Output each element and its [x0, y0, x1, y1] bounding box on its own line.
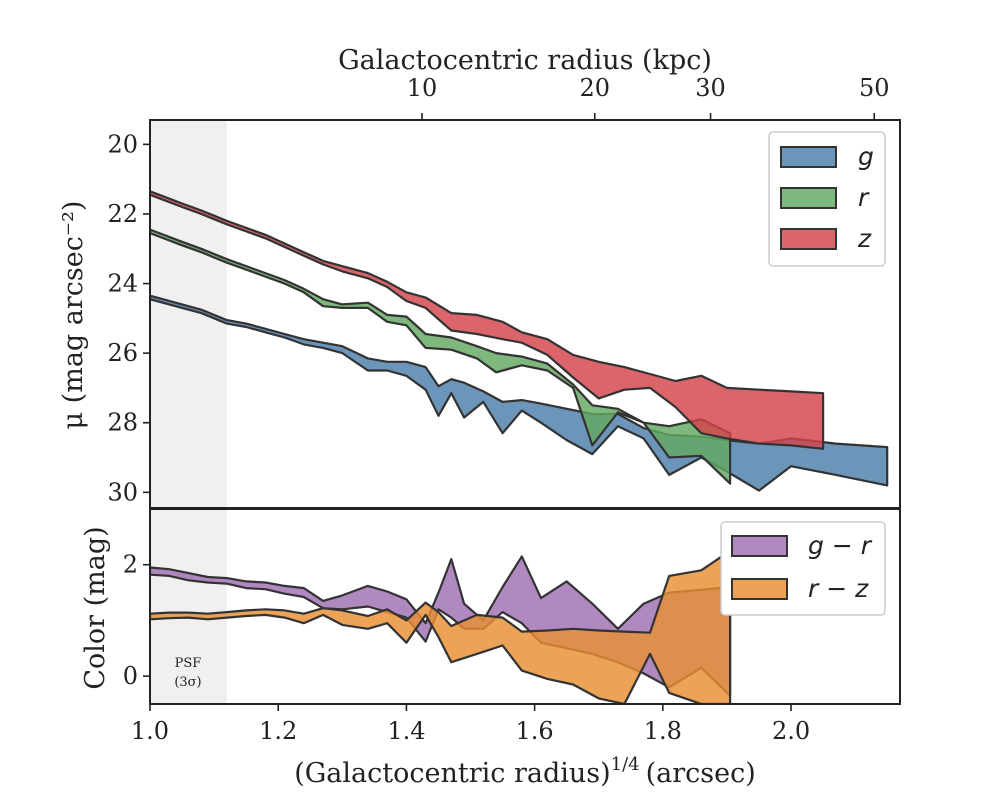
top-x-axis-title: Galactocentric radius (kpc)	[338, 45, 712, 76]
mu-band-2	[150, 190, 825, 450]
bottom-panel-frame	[149, 508, 901, 705]
bottom-x-tick-label-3: 1.6	[516, 717, 554, 745]
legend-label-0: g − r	[808, 531, 873, 560]
bottom-x-tick-label-0: 1.0	[131, 717, 169, 745]
bottom-x-tick-label-5: 2.0	[772, 717, 810, 745]
top-x-ticks-kpc: 1020305075100	[407, 74, 890, 120]
top-y-ticks: 20 22 24 26 28 30	[107, 130, 150, 506]
legend-label-1: r	[858, 183, 870, 212]
top-x-tick-label-3: 50	[859, 74, 890, 102]
bottom-x-tick-label-2: 1.4	[387, 717, 425, 745]
psf-sigma-label: (3σ)	[174, 675, 201, 690]
color-band-1	[150, 549, 732, 704]
top-x-tick-label-2: 30	[695, 74, 726, 102]
color-bands	[150, 549, 732, 704]
legend-swatch-0	[731, 535, 788, 557]
bottom-x-ticks: 1.0 1.2 1.4 1.6 1.8 2.0	[131, 704, 810, 745]
top-y-tick-label-2: 24	[107, 270, 138, 298]
top-legend: grz	[768, 131, 886, 267]
bottom-y-axis-title: Color (mag)	[80, 526, 111, 689]
bottom-legend: g − r r − z	[720, 521, 886, 616]
bottom-y-tick-label-1: 2	[123, 551, 138, 579]
legend-swatch-1	[731, 578, 788, 600]
legend-swatch-1	[780, 187, 837, 209]
top-y-axis-title: μ (mag arcsec⁻²)	[58, 201, 89, 430]
top-x-tick-label-1: 20	[579, 74, 610, 102]
top-y-tick-label-0: 20	[107, 130, 138, 158]
legend-swatch-2	[780, 228, 837, 250]
mu-band-1	[150, 228, 732, 485]
psf-label: PSF	[175, 656, 202, 671]
top-y-tick-label-1: 22	[107, 200, 138, 228]
top-y-tick-label-3: 26	[107, 339, 138, 367]
x-axis-title-unit: (arcsec)	[646, 758, 756, 789]
x-axis-title-main: (Galactocentric radius)	[294, 758, 610, 789]
bottom-y-tick-label-0: 0	[123, 662, 138, 690]
top-y-tick-label-5: 30	[107, 478, 138, 506]
profile-bands	[150, 190, 889, 492]
psf-region-bottom	[150, 509, 227, 704]
legend-label-1: r − z	[808, 574, 869, 603]
bottom-x-axis-title: (Galactocentric radius)1/4 (arcsec)	[294, 754, 756, 789]
bottom-x-tick-label-1: 1.2	[259, 717, 297, 745]
top-y-tick-label-4: 28	[107, 409, 138, 437]
top-x-tick-label-0: 10	[407, 74, 438, 102]
psf-region-top	[150, 120, 227, 508]
legend-swatch-0	[780, 146, 837, 168]
bottom-y-ticks: 02	[123, 551, 150, 690]
x-axis-title-exponent: 1/4	[611, 754, 640, 775]
bottom-x-tick-label-4: 1.8	[644, 717, 682, 745]
legend-label-0: g	[858, 142, 874, 171]
legend-label-2: z	[857, 224, 872, 253]
